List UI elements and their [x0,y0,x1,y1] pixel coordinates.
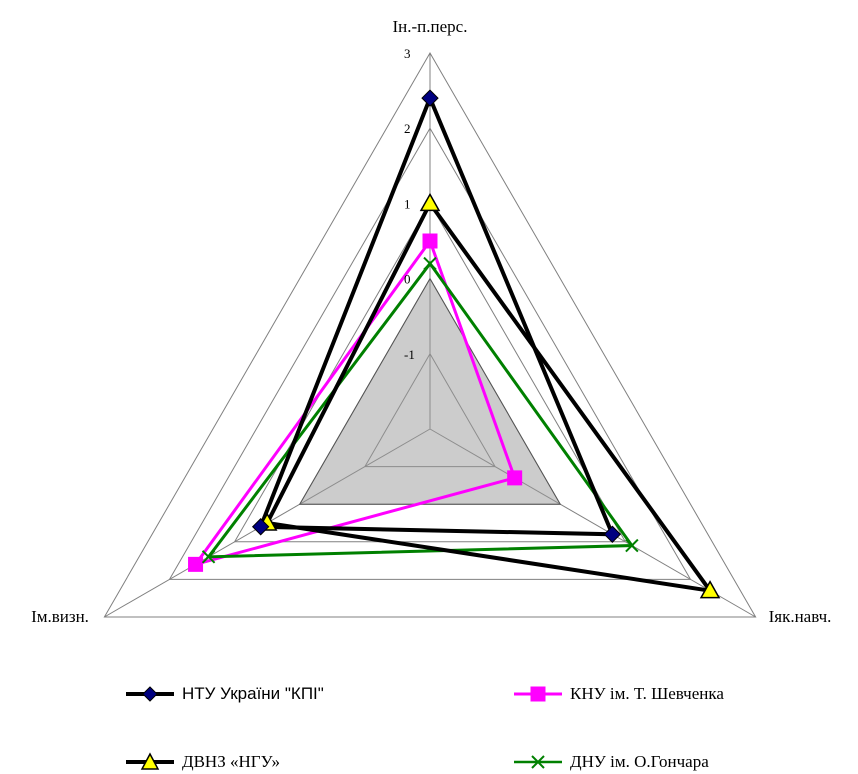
shaded-region [298,277,562,505]
legend-swatch-ngu [126,752,174,770]
marker-s1-p2 [188,556,204,572]
marker-s2-p1 [699,580,721,599]
series-line-0 [257,92,616,537]
legend-swatch-knu [514,686,562,702]
tick-label-0: 0 [404,272,411,287]
marker-s2-p0 [419,192,441,212]
series-line-2 [264,199,715,594]
series-markers [188,89,721,599]
legend-label-dnu: ДНУ ім. О.Гончара [570,752,709,771]
marker-s0-p0 [421,89,439,107]
marker-s3-p0-b [423,256,437,271]
marker-s3-p2-b [201,550,216,564]
marker-s3-p2 [201,550,216,564]
legend-item-kpi: НТУ України "КПІ" [124,682,324,706]
shaded-triangle [298,277,562,505]
tick-label-1: 1 [404,196,411,211]
tick-label--1: -1 [404,347,415,362]
legend-item-ngu: ДВНЗ «НГУ» [124,750,280,774]
tick-label-2: 2 [404,121,411,136]
tick-label-3: 3 [404,46,411,61]
marker-s0-p2 [251,518,270,536]
series-line-3 [205,261,635,559]
marker-s1-p0 [422,233,438,249]
axis-label-left: Ім.визн. [31,607,89,626]
marker-s1-p1 [507,470,523,486]
marker-s3-p1-b [625,538,639,553]
legend: НТУ України "КПІ" КНУ ім. Т. Шевченка ДВ… [0,650,858,774]
axis-label-top: Ін.-п.перс. [393,17,468,36]
series-line-1 [191,237,517,567]
radar-chart: -1 0 1 2 3 Ін.-п.перс. Іяк.навч. Ім.визн. [31,17,832,626]
series-lines [191,92,715,594]
legend-swatch-dnu [514,755,562,769]
marker-s3-p1 [625,538,639,553]
grid-ring-2 [168,127,692,580]
grid-ring-1 [233,202,627,543]
legend-label-kpi: НТУ України "КПІ" [182,684,324,703]
tick-labels: -1 0 1 2 3 [404,46,415,362]
legend-item-knu: КНУ ім. Т. Шевченка [512,682,724,706]
legend-swatch-kpi [126,686,174,702]
legend-label-ngu: ДВНЗ «НГУ» [182,752,281,771]
marker-s3-p0 [423,256,437,271]
axis-label-right: Іяк.навч. [769,607,832,626]
marker-s0-p1 [603,525,622,543]
legend-item-dnu: ДНУ ім. О.Гончара [512,750,709,774]
legend-label-knu: КНУ ім. Т. Шевченка [570,684,724,703]
grid-ring-3 [103,51,757,618]
